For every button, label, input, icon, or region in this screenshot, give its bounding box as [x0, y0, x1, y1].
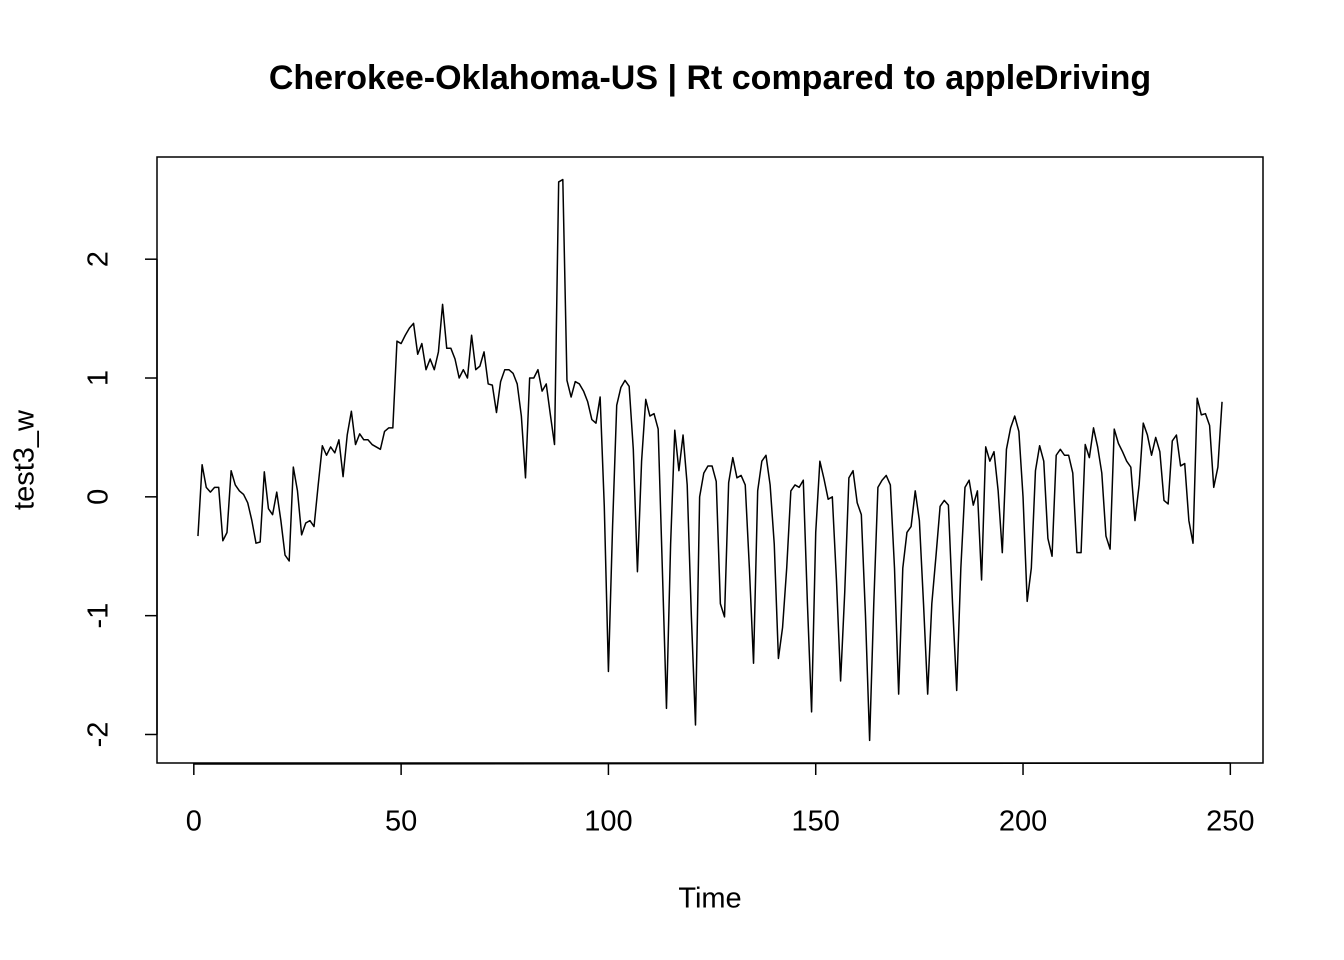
y-axis-label: test3_w — [9, 409, 41, 510]
chart-title: Cherokee-Oklahoma-US | Rt compared to ap… — [269, 59, 1151, 97]
x-axis-label: Time — [678, 883, 741, 915]
x-tick-label: 250 — [1206, 806, 1254, 838]
y-tick-label: -1 — [83, 603, 115, 629]
x-tick-label: 200 — [999, 806, 1047, 838]
x-axis-line — [193, 762, 1231, 765]
data-line — [197, 178, 1223, 742]
x-tick-label: 100 — [584, 806, 632, 838]
x-tick-label: 0 — [186, 806, 202, 838]
x-tick-label: 50 — [385, 806, 417, 838]
plot-frame — [156, 156, 1264, 764]
x-tick-label: 150 — [792, 806, 840, 838]
y-tick-label: 2 — [83, 251, 115, 267]
y-tick-label: 1 — [83, 370, 115, 386]
y-tick-label: 0 — [83, 489, 115, 505]
y-tick-label: -2 — [83, 722, 115, 748]
